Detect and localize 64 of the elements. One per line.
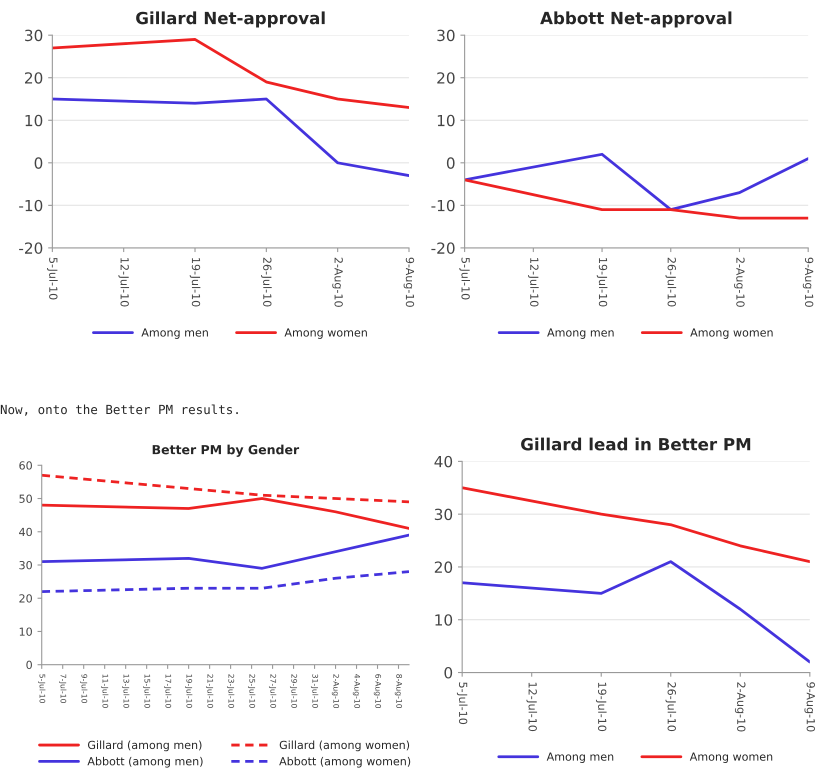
y-tick-label: 0 xyxy=(446,157,455,169)
legend-label: Gillard (among men) xyxy=(88,740,202,752)
legend-label: Abbott (among women) xyxy=(279,756,410,768)
y-tick-label: 20 xyxy=(19,594,32,603)
x-tick-label: 19-Jul-10 xyxy=(190,258,200,307)
legend-label: Among men xyxy=(546,752,614,763)
y-tick-label: 50 xyxy=(19,494,32,503)
y-tick-label: 10 xyxy=(20,627,32,636)
y-tick-label: -20 xyxy=(19,242,42,254)
x-tick-label: 12-Jul-10 xyxy=(118,258,130,307)
x-tick-label: 2-Aug-10 xyxy=(734,258,745,307)
y-tick-label: 0 xyxy=(444,666,452,679)
y-tick-label: 30 xyxy=(434,508,452,520)
x-tick-label: 5-Jul-10 xyxy=(459,258,470,300)
y-tick-label: -10 xyxy=(19,200,42,212)
line-series xyxy=(464,152,808,211)
x-tick-label: 9-Aug-10 xyxy=(802,258,814,307)
legend-label: Gillard (among women) xyxy=(280,740,410,752)
text: Now, onto the Better PM results. xyxy=(0,404,238,416)
chart-title: Abbott Net-approval xyxy=(540,11,732,28)
y-tick-label: 30 xyxy=(19,560,32,570)
y-tick-label: -20 xyxy=(431,242,455,254)
x-tick-label: 26-Jul-10 xyxy=(665,682,676,732)
y-tick-label: 0 xyxy=(34,157,42,169)
legend-label: Among women xyxy=(690,752,772,763)
legend-label: Abbott (among men) xyxy=(87,756,203,768)
legend-label: Among women xyxy=(284,328,367,339)
y-tick-label: 60 xyxy=(19,461,32,470)
x-tick-label: 9-Aug-10 xyxy=(804,682,815,732)
y-tick-label: 10 xyxy=(435,614,452,626)
x-tick-label: 26-Jul-10 xyxy=(261,258,272,307)
x-tick-label: 26-Jul-10 xyxy=(665,258,676,307)
chart-title: Gillard lead in Better PM xyxy=(521,438,750,451)
y-tick-label: 30 xyxy=(25,30,42,42)
x-tick-label: 19-Jul-10 xyxy=(596,682,607,732)
x-tick-label: 2-Aug-10 xyxy=(332,258,343,307)
line-series xyxy=(42,570,409,593)
x-tick-label: 5-Jul-10 xyxy=(47,258,58,300)
y-tick-label: 30 xyxy=(437,30,455,42)
line-series xyxy=(42,534,409,570)
line-series xyxy=(52,38,409,109)
y-tick-label: 10 xyxy=(26,114,42,126)
x-tick-label: 9-Aug-10 xyxy=(404,258,414,307)
line-series xyxy=(462,560,810,664)
y-tick-label: 20 xyxy=(434,561,452,573)
line-series xyxy=(462,486,810,564)
x-tick-label: 5-Jul-10 xyxy=(456,682,468,724)
chart-title: Gillard Net-approval xyxy=(136,11,325,28)
y-tick-label: -10 xyxy=(431,200,455,212)
line-series xyxy=(52,98,409,177)
y-tick-label: 20 xyxy=(25,72,42,84)
y-tick-label: 40 xyxy=(434,456,452,468)
x-tick-label: 2-Aug-10 xyxy=(734,682,746,732)
y-tick-label: 0 xyxy=(26,660,32,670)
x-tick-label: 12-Jul-10 xyxy=(526,682,538,732)
legend-label: Among women xyxy=(690,328,773,339)
legend-label: Among men xyxy=(547,328,614,339)
x-tick-label: 12-Jul-10 xyxy=(528,258,539,307)
y-tick-label: 10 xyxy=(438,114,455,126)
y-tick-label: 40 xyxy=(19,528,32,536)
x-tick-label: 19-Jul-10 xyxy=(596,258,608,307)
chart-title: Better PM by Gender xyxy=(152,444,300,457)
y-tick-label: 20 xyxy=(437,72,455,84)
legend-label: Among men xyxy=(141,328,208,339)
